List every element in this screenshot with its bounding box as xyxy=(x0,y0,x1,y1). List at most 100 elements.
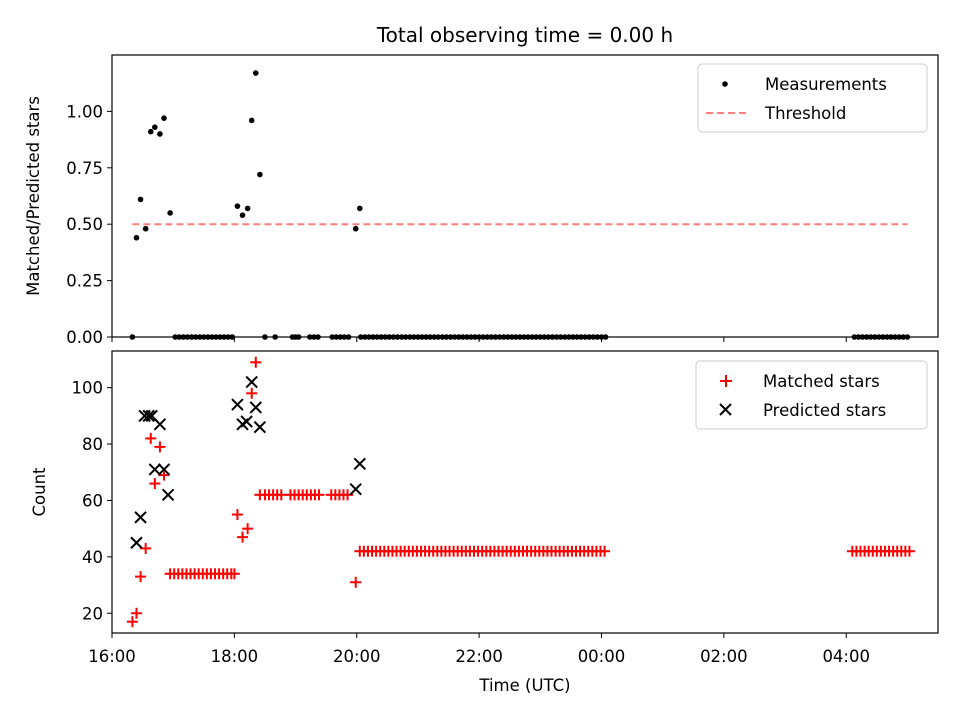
predicted-star-point xyxy=(245,375,258,389)
predicted-star-point xyxy=(161,488,175,502)
matched-star-point xyxy=(130,607,142,619)
predicted-star-point xyxy=(349,482,362,496)
x-axis-label: Time (UTC) xyxy=(478,676,570,695)
bottom-y-tick-label: 40 xyxy=(82,548,103,567)
predicted-star-stroke xyxy=(145,409,158,423)
predicted-star-stroke xyxy=(349,482,362,496)
predicted-star-point xyxy=(253,420,267,434)
predicted-star-point xyxy=(142,409,155,423)
predicted-star-point xyxy=(231,398,244,411)
predicted-star-stroke xyxy=(142,409,155,423)
top-y-axis-label: Matched/Predicted stars xyxy=(24,96,43,296)
bottom-y-tick-label: 80 xyxy=(82,435,103,454)
legend-dot-marker xyxy=(722,81,728,87)
matched-star-point xyxy=(275,489,287,501)
measurement-point xyxy=(161,115,167,121)
measurement-point xyxy=(352,225,359,232)
top-y-tick-label: 0.00 xyxy=(66,328,103,347)
top-y-tick-label: 0.75 xyxy=(66,159,103,178)
legend-label-predicted-stars: Predicted stars xyxy=(763,401,886,420)
legend-label-measurements: Measurements xyxy=(765,75,887,94)
predicted-star-stroke xyxy=(231,398,244,411)
top-y-tick-label: 0.25 xyxy=(66,272,103,291)
matched-star-point xyxy=(350,576,362,588)
matched-star-point xyxy=(237,531,249,543)
matched-star-point xyxy=(149,478,161,490)
predicted-star-stroke xyxy=(249,401,262,414)
top-y-tick-label: 0.50 xyxy=(66,215,103,234)
measurement-point xyxy=(142,225,149,232)
x-tick-label: 18:00 xyxy=(211,647,259,666)
predicted-star-stroke xyxy=(240,415,253,428)
bottom-y-axis-label: Count xyxy=(30,467,49,517)
predicted-star-stroke xyxy=(157,463,171,476)
bottom-panel: 20 40 60 80 100 16:00 18:00 20:00 22:00 00:00 02:0… xyxy=(72,356,915,666)
matched-star-point xyxy=(140,542,152,554)
matched-star-point xyxy=(599,545,611,557)
measurement-point xyxy=(152,124,158,130)
matched-star-point xyxy=(246,387,258,399)
top-legend: Measurements Threshold xyxy=(697,63,928,133)
measurement-point xyxy=(167,210,173,216)
x-tick-label: 00:00 xyxy=(578,647,626,666)
matched-star-point xyxy=(135,571,147,583)
predicted-star-stroke xyxy=(134,511,147,524)
top-plot-frame xyxy=(111,54,939,338)
predicted-star-stroke xyxy=(130,536,143,549)
measurement-point xyxy=(357,205,363,212)
legend-label-matched-stars: Matched stars xyxy=(763,372,880,391)
x-tick-label: 20:00 xyxy=(333,647,381,666)
matched-star-point xyxy=(250,356,262,368)
matched-star-point xyxy=(228,568,240,580)
matched-star-point xyxy=(154,441,166,453)
x-tick-label: 02:00 xyxy=(700,647,748,666)
measurement-point xyxy=(244,205,251,212)
measurement-point xyxy=(157,131,163,137)
x-tick-label: 22:00 xyxy=(455,647,503,666)
bottom-y-tick-label: 100 xyxy=(72,379,104,398)
x-tick-label: 16:00 xyxy=(88,647,136,666)
predicted-star-stroke xyxy=(253,420,267,434)
measurement-point xyxy=(147,128,154,135)
matched-star-point xyxy=(313,489,325,501)
bottom-legend: Matched stars Predicted stars xyxy=(695,360,928,430)
predicted-star-point xyxy=(353,457,367,471)
matched-star-point xyxy=(158,469,170,481)
predicted-star-point xyxy=(153,418,167,431)
matched-star-point xyxy=(903,545,915,557)
legend-label-threshold: Threshold xyxy=(764,104,846,123)
measurement-point xyxy=(252,70,259,76)
matched-star-point xyxy=(145,432,157,444)
bottom-legend-frame xyxy=(695,360,928,430)
top-legend-frame xyxy=(697,63,928,133)
top-y-tick-label: 1.00 xyxy=(66,102,103,121)
predicted-star-point xyxy=(157,463,171,476)
predicted-star-point xyxy=(240,415,253,428)
legend-x-marker xyxy=(719,403,732,416)
predicted-star-point xyxy=(249,401,262,414)
predicted-star-stroke xyxy=(153,418,167,431)
predicted-star-stroke xyxy=(161,488,175,502)
measurement-point xyxy=(248,117,255,124)
predicted-star-point xyxy=(134,511,147,524)
legend-plus-marker xyxy=(720,375,732,387)
x-tick-label: 04:00 xyxy=(822,647,870,666)
bottom-y-tick-label: 60 xyxy=(82,491,103,510)
measurement-point xyxy=(239,212,246,218)
measurement-point xyxy=(133,234,140,241)
matched-star-point xyxy=(231,509,243,521)
measurement-point xyxy=(257,171,263,178)
matched-star-point xyxy=(126,616,138,628)
bottom-y-tick-label: 20 xyxy=(82,604,103,623)
measurement-point xyxy=(234,203,241,209)
measurement-point xyxy=(137,196,144,203)
predicted-star-stroke xyxy=(245,375,258,389)
predicted-star-point xyxy=(148,463,162,476)
predicted-star-stroke xyxy=(148,463,162,476)
predicted-star-stroke xyxy=(353,457,367,471)
bottom-plot-frame xyxy=(111,350,939,634)
top-panel: 0.00 0.25 0.50 0.75 1.00 xyxy=(66,70,911,347)
matched-star-point xyxy=(242,523,254,535)
top-chart-title: Total observing time = 0.00 h xyxy=(376,23,673,47)
